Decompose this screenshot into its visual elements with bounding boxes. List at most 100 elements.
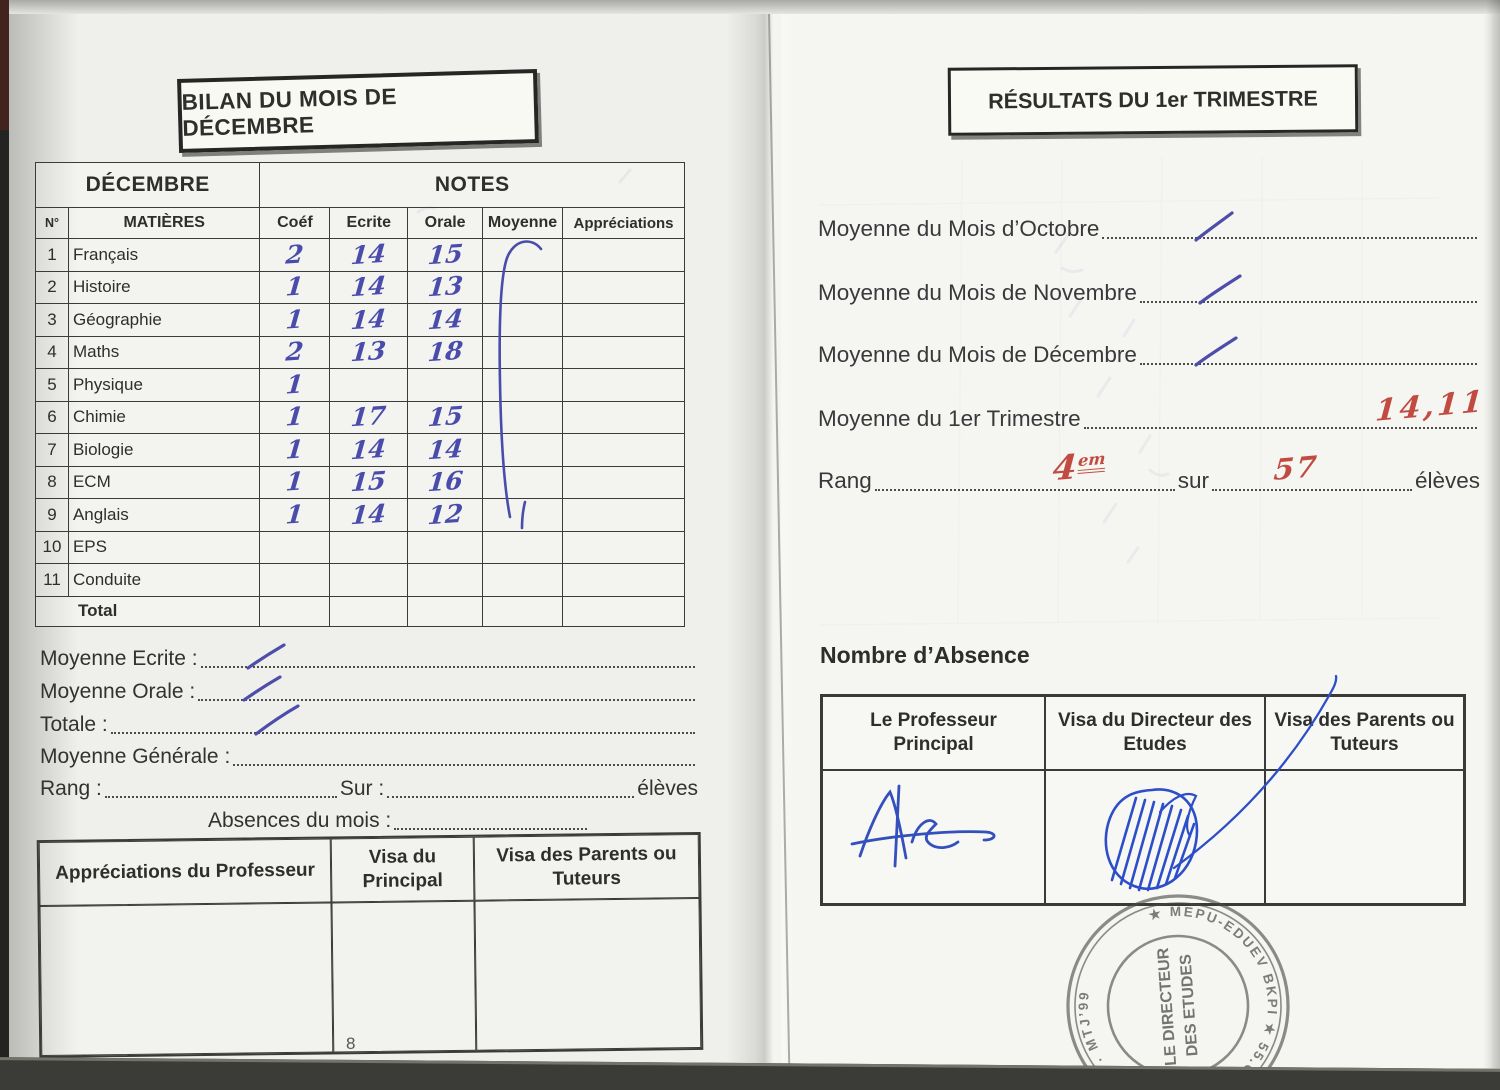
professor-appreciations-header: Appréciations du Professeur [38, 838, 332, 907]
row-coef: 1 [259, 270, 331, 304]
notes-header: NOTES [259, 162, 685, 208]
row-orale: 15 [407, 400, 484, 434]
col-ecrite: Ecrite [329, 207, 409, 239]
row-ecrite: 14 [329, 270, 409, 304]
row-coef-handwritten: 1 [284, 434, 305, 465]
row-ecrite [329, 563, 409, 597]
line-moyenne-octobre: Moyenne du Mois d’Octobre [818, 216, 1480, 242]
row-ecrite [329, 530, 409, 564]
month-header: DÉCEMBRE [34, 162, 261, 208]
octobre-label: Moyenne du Mois d’Octobre [818, 216, 1100, 241]
row-orale: 18 [407, 335, 484, 369]
row-orale: 16 [407, 465, 484, 499]
row-ecrite: 14 [329, 498, 409, 532]
row-ecrite-handwritten: 17 [349, 401, 388, 433]
total-appreciation [562, 595, 685, 627]
eleves-label: élèves [637, 777, 698, 800]
row-ecrite-handwritten: 13 [349, 336, 388, 368]
row-coef-handwritten: 2 [284, 336, 305, 367]
row-coef: 1 [259, 433, 331, 467]
row-ecrite-handwritten: 14 [349, 271, 388, 303]
col-coef: Coéf [259, 207, 331, 239]
principal-visa-cell [331, 900, 477, 1053]
row-subject: Géographie [67, 303, 261, 337]
row-orale-handwritten: 15 [426, 238, 464, 270]
professor-principal-header: Le Professeur Principal [822, 696, 1045, 770]
rang-label: Rang [818, 468, 872, 493]
dotted-leader [394, 808, 587, 830]
dotted-leader [233, 744, 695, 766]
rank-handwritten: 4em [1051, 445, 1106, 489]
grade-row: 11 Conduite [35, 563, 685, 597]
row-orale-handwritten: 16 [426, 466, 464, 498]
professor-signature-cell [822, 770, 1045, 904]
row-orale: 14 [407, 303, 484, 337]
grade-row: 3 Géographie 1 14 14 [35, 303, 685, 337]
grade-row: 7 Biologie 1 14 14 [35, 433, 685, 467]
novembre-label: Moyenne du Mois de Novembre [818, 280, 1137, 305]
row-coef: 1 [259, 400, 331, 434]
row-subject: EPS [67, 530, 261, 564]
row-appreciation [562, 530, 685, 564]
eleves-label: élèves [1414, 468, 1480, 493]
summary-line-absences: Absences du mois : [208, 808, 590, 833]
row-moyenne [482, 400, 564, 434]
summary-line-rang: Rang : Sur : élèves [40, 776, 698, 801]
row-coef-handwritten: 2 [284, 239, 305, 270]
dotted-leader [1139, 281, 1477, 303]
dotted-leader [1139, 343, 1477, 365]
row-num: 7 [35, 433, 69, 467]
col-moyenne: Moyenne [482, 207, 564, 239]
left-page-title-box: BILAN DU MOIS DE DÉCEMBRE [177, 68, 539, 154]
col-subject: MATIÈRES [67, 207, 261, 239]
right-page-title: RÉSULTATS DU 1er TRIMESTRE [988, 86, 1318, 113]
right-visa-table: Le Professeur Principal Visa du Directeu… [820, 694, 1466, 906]
row-subject: Français [67, 238, 261, 272]
row-ecrite-handwritten: 14 [349, 433, 388, 465]
row-ecrite: 13 [329, 335, 409, 369]
absence-heading: Nombre d’Absence [820, 642, 1030, 668]
row-coef [259, 530, 331, 564]
grade-row: 8 ECM 1 15 16 [35, 465, 685, 499]
right-page-title-box: RÉSULTATS DU 1er TRIMESTRE [947, 64, 1359, 136]
row-ecrite-handwritten: 14 [349, 238, 388, 270]
grade-row: 9 Anglais 1 14 12 [35, 498, 685, 532]
dotted-leader [110, 712, 695, 734]
row-appreciation [562, 465, 685, 499]
grade-row: 1 Français 2 14 15 [35, 238, 685, 272]
row-coef [259, 563, 331, 597]
row-num: 8 [35, 465, 69, 499]
trimestre-label: Moyenne du 1er Trimestre [818, 406, 1081, 431]
parents-visa-header: Visa des Parents ou Tuteurs [473, 833, 700, 901]
row-moyenne [482, 335, 564, 369]
row-coef: 2 [259, 238, 331, 272]
row-orale [407, 368, 484, 402]
row-ecrite: 17 [329, 400, 409, 434]
decembre-label: Moyenne du Mois de Décembre [818, 342, 1137, 367]
total-label: Total [34, 595, 261, 627]
grade-row: 2 Histoire 1 14 13 [35, 270, 685, 304]
row-moyenne [482, 270, 564, 304]
row-coef-handwritten: 1 [284, 466, 305, 497]
scan-left-edge-red [0, 0, 9, 130]
total-row: Total [34, 595, 685, 627]
row-moyenne [482, 433, 564, 467]
row-num: 6 [35, 400, 69, 434]
stamp-center-line1: LE DIRECTEUR [1155, 947, 1180, 1067]
row-orale: 14 [407, 433, 484, 467]
dotted-leader [1102, 217, 1477, 239]
dotted-leader [200, 646, 695, 668]
grade-row: 4 Maths 2 13 18 [35, 335, 685, 369]
scan-left-edge [0, 0, 9, 1090]
row-coef-handwritten: 1 [284, 304, 305, 335]
row-num: 9 [35, 498, 69, 532]
director-visa-header: Visa du Directeur des Etudes [1045, 696, 1265, 770]
row-appreciation [562, 368, 685, 402]
class-size-handwritten: 57 [1272, 449, 1320, 487]
row-subject: Biologie [67, 433, 261, 467]
row-ecrite-handwritten: 14 [349, 498, 388, 530]
summary-line-moyenne-ecrite: Moyenne Ecrite : [40, 646, 698, 671]
moyenne-orale-label: Moyenne Orale : [40, 680, 196, 703]
total-orale [407, 595, 484, 627]
